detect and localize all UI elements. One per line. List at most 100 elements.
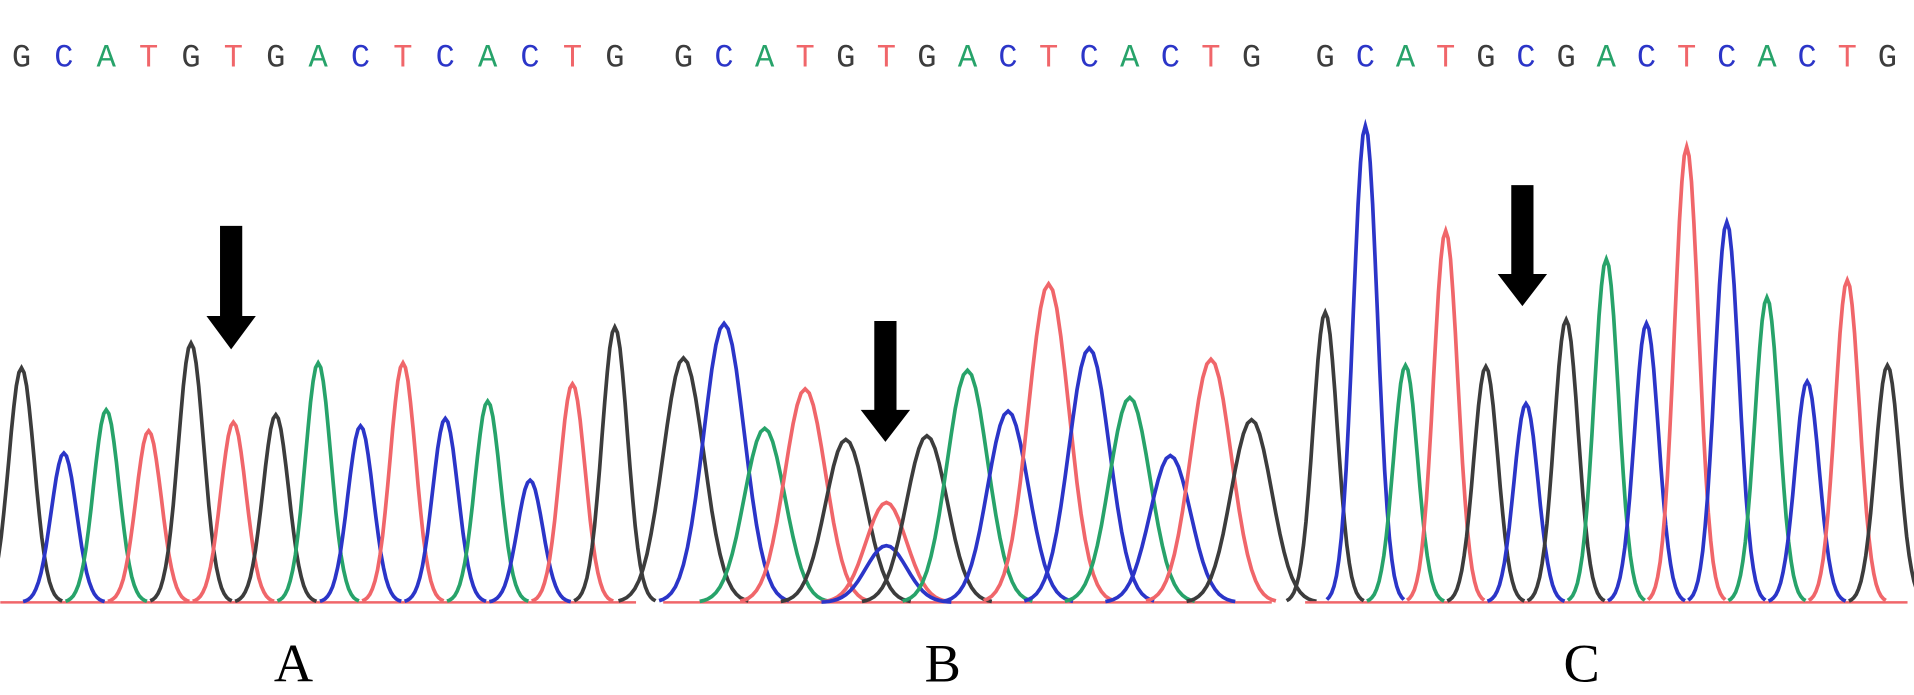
base-letter: G [1557,40,1576,77]
panel: G C A T G C G A C T C A C T GC [1285,40,1914,693]
base-letter: T [1201,40,1220,77]
peak [1405,224,1486,602]
peak [902,367,1033,603]
arrow [1497,185,1548,307]
base-letter: T [393,40,412,77]
arrow [860,320,911,442]
base-letter: G [674,40,693,77]
peak [1566,253,1646,602]
peak [861,433,993,604]
peak [1486,400,1566,603]
peak [658,320,790,603]
base-letter: T [877,40,896,77]
peak [821,500,952,604]
arrow [206,225,256,350]
base-letter: C [436,40,455,77]
peak [530,380,614,603]
base-letter: A [1757,40,1777,77]
base-letter: C [998,40,1017,77]
peak [1446,362,1526,603]
peak [107,427,190,604]
peak [488,477,572,604]
arrows [206,185,1548,442]
base-letter: A [309,40,329,77]
base-letter: A [1597,40,1617,77]
base-letter: G [12,40,31,77]
base-letter: T [1039,40,1058,77]
base-letter: C [1356,40,1375,77]
base-letter: T [563,40,582,77]
peak [821,543,952,604]
base-letter: G [1316,40,1335,77]
base-letter: C [1516,40,1535,77]
peak [1848,361,1914,603]
panel-label: B [925,633,961,693]
peak [780,437,912,604]
peak [1186,417,1317,604]
peak [1807,275,1887,602]
base-letter: A [478,40,498,77]
peak [1325,118,1406,601]
peak [1687,216,1767,602]
base-letter: A [1396,40,1416,77]
base-letter: C [1717,40,1736,77]
peak [22,450,106,604]
base-letter: T [1677,40,1696,77]
peak [1145,356,1277,603]
peak [234,411,318,604]
base-letter: G [836,40,855,77]
peak [1526,315,1606,603]
peak [1607,318,1686,603]
base-letter: G [605,40,624,77]
panel: G C A T G T G A C T C A C T GB [617,40,1317,693]
base-letter: A [97,40,117,77]
base-letter: T [1436,40,1455,77]
base-letter: A [755,40,775,77]
peak [617,355,749,603]
base-letter: T [796,40,815,77]
peak [361,359,445,603]
base-letter: G [181,40,200,77]
peak [942,408,1074,604]
peak [699,425,831,604]
base-letter: C [351,40,370,77]
peak [403,415,487,604]
base-letter: C [1797,40,1816,77]
peak [276,359,360,603]
panel-label: A [274,633,313,693]
base-letter: C [1637,40,1656,77]
panel: G C A T G T G A C T C A C T GA [0,40,657,693]
peak [0,363,63,603]
peak [739,386,871,603]
base-letter: C [1080,40,1099,77]
peak [446,397,530,603]
base-letter: T [139,40,158,77]
peak [1285,307,1365,603]
base-letter: C [520,40,539,77]
base-letter: T [224,40,243,77]
peak [1064,394,1196,603]
peak [1366,361,1445,603]
base-letter: T [1838,40,1857,77]
base-letter: A [958,40,978,77]
peak [1767,377,1847,603]
peak [64,406,148,604]
base-letter: G [1242,40,1261,77]
base-letter: G [1476,40,1495,77]
peak [1646,139,1727,602]
base-letter: C [54,40,73,77]
base-letter: G [917,40,936,77]
peak [319,422,402,604]
base-letter: C [714,40,733,77]
peak [1105,453,1236,604]
peak [192,418,275,604]
base-letter: A [1120,40,1140,77]
peak [1727,292,1807,603]
base-letter: G [266,40,285,77]
panel-label: C [1564,633,1600,693]
base-letter: G [1878,40,1897,77]
base-letter: C [1161,40,1180,77]
peak [149,339,233,603]
